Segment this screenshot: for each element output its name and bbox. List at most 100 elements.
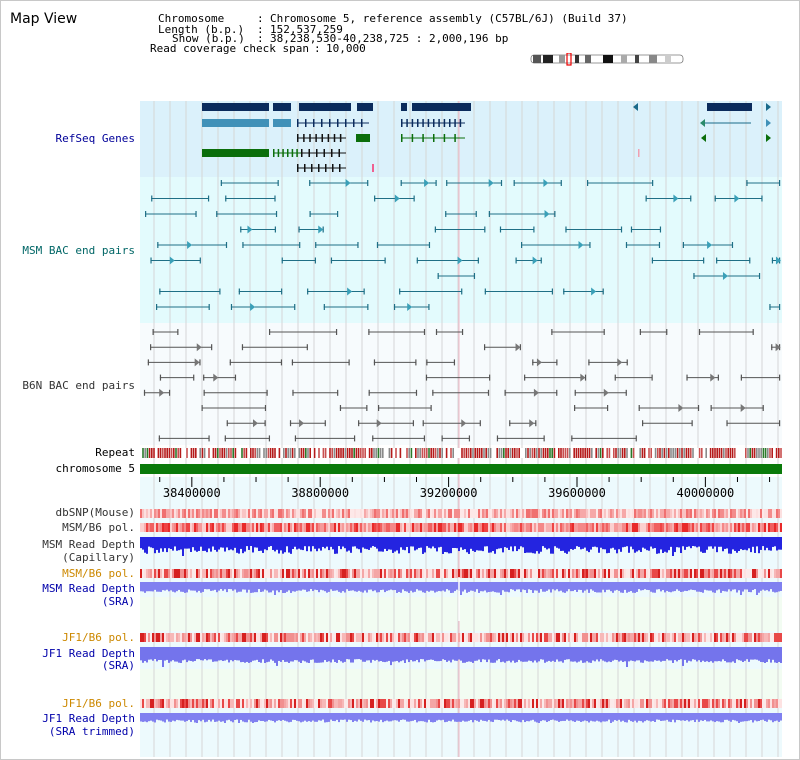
bac-end [484, 226, 486, 233]
polymorphism-cell [352, 633, 354, 642]
polymorphism-cell [358, 699, 360, 708]
bac-end [367, 304, 369, 310]
repeat-element [153, 448, 155, 458]
depth-bar [444, 537, 446, 553]
polymorphism-cell [772, 523, 774, 532]
depth-bar [676, 713, 678, 720]
depth-bar [582, 537, 584, 549]
polymorphism-cell [140, 633, 142, 642]
polymorphism-cell [452, 523, 454, 532]
polymorphism-cell [660, 569, 662, 578]
bac-end-marker [536, 358, 542, 367]
polymorphism-cell [248, 699, 250, 708]
polymorphism-cell [642, 569, 644, 578]
polymorphism-cell [592, 569, 594, 578]
depth-bar [198, 647, 200, 660]
depth-bar [176, 647, 178, 662]
polymorphism-cell [266, 523, 268, 532]
depth-bar [522, 537, 524, 548]
polymorphism-cell [598, 569, 600, 578]
polymorphism-cell [770, 523, 772, 532]
bac-end [219, 288, 221, 295]
polymorphism-cell [478, 633, 480, 642]
polymorphism-cell [606, 509, 608, 518]
polymorphism-cell [768, 633, 770, 642]
polymorphism-cell [352, 699, 354, 708]
polymorphism-cell [168, 523, 170, 532]
depth-bar [772, 537, 774, 547]
polymorphism-cell [146, 699, 148, 708]
polymorphism-cell [280, 523, 282, 532]
depth-bar [702, 647, 704, 661]
polymorphism-cell [268, 523, 270, 532]
depth-bar [334, 537, 336, 554]
depth-bar [468, 713, 470, 721]
depth-bar [488, 713, 490, 720]
repeat-track [140, 448, 782, 458]
depth-bar [268, 582, 270, 593]
depth-bar [582, 647, 584, 663]
depth-bar [656, 582, 658, 590]
polymorphism-cell [748, 523, 750, 532]
depth-bar [388, 582, 390, 591]
polymorphism-cell [598, 509, 600, 518]
bac-end-marker [775, 256, 781, 265]
polymorphism-cell [216, 699, 218, 708]
polymorphism-cell [270, 633, 272, 642]
gene-exon [305, 119, 307, 127]
repeat-element [186, 448, 188, 458]
depth-bar [236, 647, 238, 661]
depth-bar [662, 582, 664, 591]
depth-bar [614, 713, 616, 721]
polymorphism-cell [664, 509, 666, 518]
bac-end [268, 435, 271, 442]
repeat-element [399, 448, 402, 458]
bac-end [432, 389, 434, 396]
polymorphism-cell [576, 523, 578, 532]
bac-end [697, 405, 700, 411]
polymorphism-cell [224, 569, 226, 578]
depth-bar [726, 647, 728, 663]
depth-bar [596, 582, 598, 593]
depth-bar [462, 713, 464, 721]
depth-bar [664, 713, 666, 721]
repeat-element [672, 448, 674, 458]
depth-bar [554, 537, 556, 547]
polymorphism-cell [568, 523, 570, 532]
polymorphism-cell [704, 569, 706, 578]
polymorphism-cell [526, 569, 528, 578]
polymorphism-cell [192, 699, 194, 708]
depth-bar [196, 582, 198, 593]
polymorphism-cell [204, 569, 206, 578]
polymorphism-cell [190, 569, 192, 578]
polymorphism-cell [426, 523, 428, 532]
repeat-element [291, 448, 294, 458]
depth-bar [738, 713, 740, 723]
polymorphism-cell [310, 523, 312, 532]
depth-bar [294, 537, 296, 547]
polymorphism-cell [738, 509, 740, 518]
repeat-element [657, 448, 659, 458]
chromosome-ideogram[interactable] [529, 53, 689, 67]
polymorphism-cell [358, 523, 360, 532]
depth-bar [228, 582, 230, 590]
polymorphism-cell [730, 523, 732, 532]
depth-bar [678, 647, 680, 660]
repeat-element [408, 448, 410, 458]
axis-tick-label: 38400000 [163, 486, 221, 500]
polymorphism-cell [632, 699, 634, 708]
polymorphism-cell [244, 509, 246, 518]
polymorphism-cell [338, 569, 340, 578]
polymorphism-cell [238, 523, 240, 532]
polymorphism-cell [642, 509, 644, 518]
polymorphism-cell [370, 569, 372, 578]
polymorphism-cell [536, 633, 538, 642]
depth-bar [692, 647, 694, 660]
polymorphism-cell [610, 523, 612, 532]
depth-bar [748, 647, 750, 662]
polymorphism-cell [586, 523, 588, 532]
polymorphism-cell [620, 509, 622, 518]
depth-bar [636, 582, 638, 592]
polymorphism-cell [228, 633, 230, 642]
depth-bar [608, 537, 610, 553]
